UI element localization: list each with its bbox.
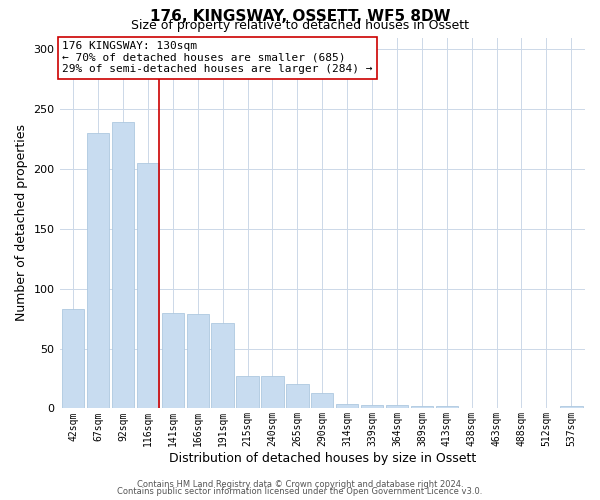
Bar [286, 384, 308, 408]
Text: 176 KINGSWAY: 130sqm
← 70% of detached houses are smaller (685)
29% of semi-deta: 176 KINGSWAY: 130sqm ← 70% of detached h… [62, 41, 373, 74]
Bar [161, 312, 184, 408]
Bar [87, 133, 109, 408]
Bar [410, 406, 433, 408]
Bar [236, 376, 259, 408]
Bar [361, 405, 383, 408]
Bar [560, 406, 583, 408]
Bar [386, 405, 408, 408]
X-axis label: Distribution of detached houses by size in Ossett: Distribution of detached houses by size … [169, 452, 476, 465]
Bar [211, 324, 234, 408]
Text: Size of property relative to detached houses in Ossett: Size of property relative to detached ho… [131, 18, 469, 32]
Text: 176, KINGSWAY, OSSETT, WF5 8DW: 176, KINGSWAY, OSSETT, WF5 8DW [150, 9, 450, 24]
Bar [436, 406, 458, 408]
Bar [261, 376, 284, 408]
Bar [336, 404, 358, 408]
Text: Contains HM Land Registry data © Crown copyright and database right 2024.: Contains HM Land Registry data © Crown c… [137, 480, 463, 489]
Y-axis label: Number of detached properties: Number of detached properties [15, 124, 28, 322]
Bar [137, 163, 159, 408]
Bar [187, 314, 209, 408]
Bar [62, 309, 85, 408]
Bar [311, 393, 334, 408]
Bar [112, 122, 134, 408]
Text: Contains public sector information licensed under the Open Government Licence v3: Contains public sector information licen… [118, 487, 482, 496]
